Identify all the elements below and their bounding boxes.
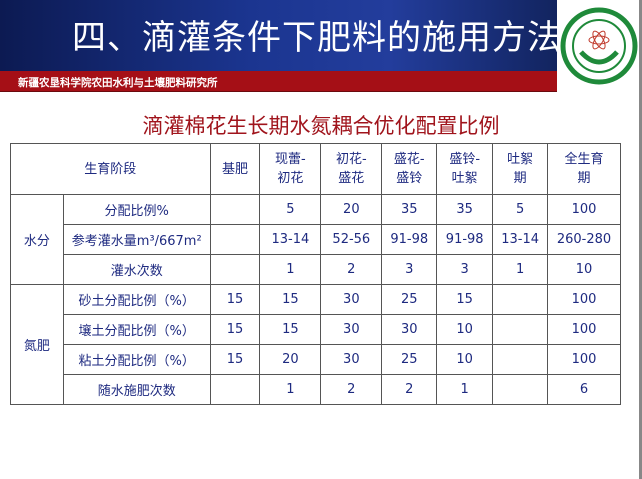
table-cell	[209, 374, 261, 405]
column-header-label: 全生育期	[564, 152, 604, 186]
institute-logo	[559, 2, 639, 90]
table-cell: 6	[547, 374, 621, 405]
table-cell	[209, 194, 261, 225]
column-header: 吐絮期	[492, 143, 549, 195]
table-row: 灌水次数 1 2 3 3 1 10	[11, 254, 621, 285]
table-cell: 91-98	[436, 224, 494, 255]
header-banner: 四、滴灌条件下肥料的施用方法	[0, 0, 561, 71]
institute-band: 新疆农垦科学院农田水利与土壤肥料研究所	[0, 71, 557, 92]
slide-title: 四、滴灌条件下肥料的施用方法	[72, 18, 562, 58]
table-cell: 2	[320, 374, 383, 405]
table-row: 氮肥 砂土分配比例（%） 15 15 30 25 15 100	[10, 284, 621, 405]
institute-name: 新疆农垦科学院农田水利与土壤肥料研究所	[18, 77, 218, 89]
row-label: 参考灌水量m³/667m²	[62, 224, 211, 255]
table-cell: 2	[320, 254, 383, 285]
column-header: 现蕾-初花	[259, 143, 322, 195]
table-cell	[492, 374, 549, 405]
table-cell	[492, 344, 549, 375]
table-cell: 35	[381, 194, 438, 225]
column-header: 全生育期	[547, 143, 621, 195]
table-row: 粘土分配比例（%） 15 20 30 25 10 100	[11, 344, 621, 375]
table-cell: 1	[259, 254, 322, 285]
header-row: 生育阶段 基肥 现蕾-初花 初花-盛花 盛花-盛铃 盛铃-吐絮 吐絮期 全生育期	[10, 143, 621, 195]
column-header-label: 初花-盛花	[335, 152, 367, 186]
slide-edge	[639, 0, 642, 479]
column-header: 盛铃-吐絮	[436, 143, 494, 195]
table-row: 随水施肥次数 1 2 2 1 6	[11, 374, 621, 405]
table-cell: 20	[320, 194, 383, 225]
row-label: 壤土分配比例（%）	[62, 314, 211, 345]
table-cell: 25	[381, 284, 438, 315]
table-cell: 30	[320, 344, 383, 375]
table-cell: 25	[381, 344, 438, 375]
table-cell: 15	[209, 314, 261, 345]
table-cell: 10	[547, 254, 621, 285]
table-cell: 15	[259, 314, 322, 345]
table-cell: 35	[436, 194, 494, 225]
table-cell: 52-56	[320, 224, 383, 255]
table-cell: 1	[259, 374, 322, 405]
table-cell: 13-14	[492, 224, 549, 255]
water-nitrogen-table: 生育阶段 基肥 现蕾-初花 初花-盛花 盛花-盛铃 盛铃-吐絮 吐絮期 全生育期水分 分配比例%…	[10, 143, 621, 405]
table-cell	[209, 224, 261, 255]
column-header: 生育阶段	[10, 143, 211, 195]
table-cell: 5	[492, 194, 549, 225]
table-cell: 15	[209, 344, 261, 375]
group-label: 水分	[10, 194, 64, 285]
table-cell: 100	[547, 344, 621, 375]
column-header-label: 基肥	[221, 161, 248, 177]
table-title: 滴灌棉花生长期水氮耦合优化配置比例	[142, 114, 500, 138]
row-label: 分配比例%	[62, 194, 211, 225]
row-label: 随水施肥次数	[62, 374, 211, 405]
column-header: 盛花-盛铃	[381, 143, 438, 195]
table-cell: 10	[436, 314, 494, 345]
table-cell: 3	[381, 254, 438, 285]
table-cell: 2	[381, 374, 438, 405]
table-cell: 5	[259, 194, 322, 225]
table-cell: 3	[436, 254, 494, 285]
column-header-label: 盛铃-吐絮	[449, 152, 481, 186]
column-header-label: 生育阶段	[84, 161, 137, 177]
row-label: 灌水次数	[62, 254, 211, 285]
table-cell: 20	[259, 344, 322, 375]
table-cell: 100	[547, 194, 621, 225]
table-cell: 100	[547, 314, 621, 345]
table-row: 水分 分配比例% 5 20 35 35 5 100	[10, 194, 621, 285]
table-cell: 30	[381, 314, 438, 345]
column-header: 基肥	[209, 143, 261, 195]
table-cell: 13-14	[259, 224, 322, 255]
group-label: 氮肥	[10, 284, 64, 405]
table-cell: 15	[209, 284, 261, 315]
table-cell: 1	[492, 254, 549, 285]
column-header: 初花-盛花	[320, 143, 383, 195]
table-cell: 100	[547, 284, 621, 315]
column-header-label: 现蕾-初花	[275, 152, 306, 186]
table-cell: 30	[320, 284, 383, 315]
column-header-label: 盛花-盛铃	[393, 152, 425, 186]
table-cell	[209, 254, 261, 285]
table-cell	[492, 314, 549, 345]
row-label: 粘土分配比例（%）	[62, 344, 211, 375]
table-cell: 91-98	[381, 224, 438, 255]
table-cell: 10	[436, 344, 494, 375]
table-cell: 30	[320, 314, 383, 345]
table-row: 壤土分配比例（%） 15 15 30 30 10 100	[11, 314, 621, 345]
table-cell: 1	[436, 374, 494, 405]
row-label: 砂土分配比例（%）	[62, 284, 211, 315]
table-cell: 260-280	[547, 224, 621, 255]
column-header-label: 吐絮期	[507, 152, 534, 186]
table-cell: 15	[436, 284, 494, 315]
table-row: 参考灌水量m³/667m² 13-14 52-56 91-98 91-98 13-14 26…	[11, 224, 621, 255]
table-cell	[492, 284, 549, 315]
table-cell: 15	[259, 284, 322, 315]
